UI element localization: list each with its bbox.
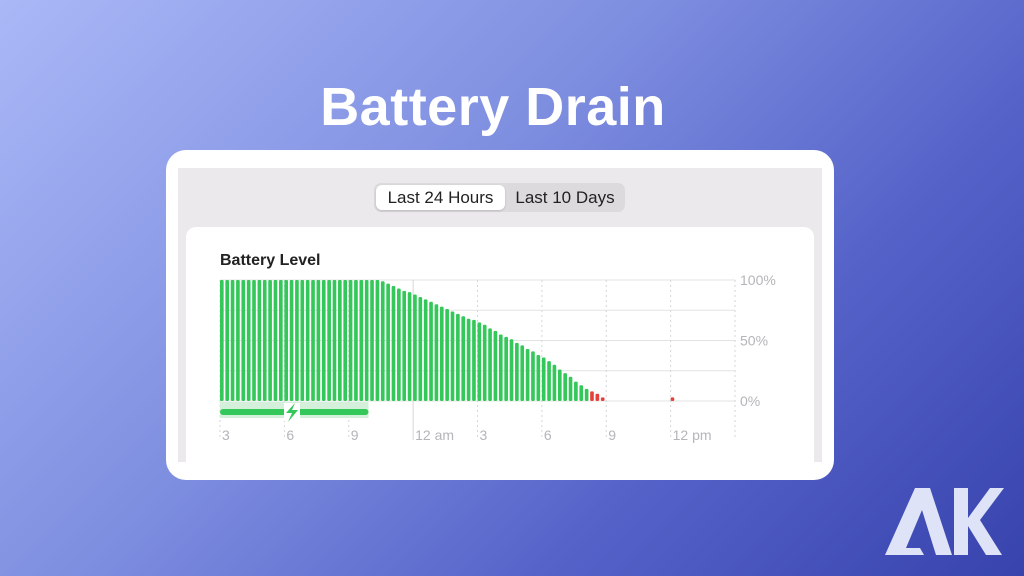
battery-bar xyxy=(600,397,605,401)
page-title: Battery Drain xyxy=(320,77,666,137)
battery-bar xyxy=(563,373,567,401)
battery-bar xyxy=(579,385,584,401)
battery-bar xyxy=(300,280,305,401)
battery-bar xyxy=(557,369,562,401)
battery-bar xyxy=(445,309,449,401)
battery-bar xyxy=(311,280,315,401)
tab-last-24-hours[interactable]: Last 24 Hours xyxy=(376,185,505,210)
battery-bar xyxy=(488,328,492,401)
battery-bar xyxy=(536,355,541,401)
battery-bar xyxy=(279,280,283,401)
battery-bar xyxy=(472,319,476,401)
y-tick-label: 50% xyxy=(740,333,768,349)
x-tick-label: 6 xyxy=(544,427,552,443)
battery-bar xyxy=(338,280,342,401)
time-range-segmented-control: Last 24 Hours Last 10 Days xyxy=(374,183,625,212)
battery-bar xyxy=(316,280,321,401)
battery-bar xyxy=(595,393,600,401)
battery-bar xyxy=(273,280,278,401)
battery-bar xyxy=(305,280,310,401)
battery-bar xyxy=(348,280,353,401)
battery-bar xyxy=(295,280,299,401)
battery-bar xyxy=(375,280,380,401)
battery-bar xyxy=(241,280,246,401)
battery-bar xyxy=(482,324,487,401)
battery-bar xyxy=(364,280,369,401)
battery-bar xyxy=(220,280,224,401)
x-tick-label: 12 am xyxy=(415,427,454,443)
battery-bar xyxy=(493,330,498,401)
y-tick-label: 0% xyxy=(740,393,760,409)
battery-bar xyxy=(230,280,235,401)
battery-bar xyxy=(670,397,675,401)
battery-bar xyxy=(402,290,407,401)
battery-bar xyxy=(225,280,230,401)
y-tick-label: 100% xyxy=(740,272,776,288)
x-tick-label: 9 xyxy=(608,427,616,443)
battery-bar xyxy=(284,280,289,401)
ak-logo xyxy=(885,488,1004,555)
battery-bar xyxy=(541,357,546,401)
battery-bar xyxy=(504,336,508,401)
battery-bar xyxy=(429,301,433,401)
battery-bar xyxy=(531,351,535,401)
battery-bar xyxy=(246,280,251,401)
battery-bar xyxy=(370,280,374,401)
battery-bar xyxy=(236,280,240,401)
x-tick-label: 12 pm xyxy=(673,427,712,443)
battery-bar xyxy=(515,342,519,401)
chart-title: Battery Level xyxy=(220,252,321,269)
battery-bar xyxy=(439,306,444,401)
battery-bar xyxy=(386,283,390,401)
battery-bar xyxy=(321,280,326,401)
battery-bar xyxy=(354,280,358,401)
battery-bar xyxy=(413,294,417,401)
battery-bar xyxy=(418,296,423,401)
battery-bar xyxy=(252,280,256,401)
battery-bar xyxy=(568,376,573,401)
x-tick-label: 6 xyxy=(286,427,294,443)
battery-bar xyxy=(477,322,482,401)
battery-bar xyxy=(456,313,460,401)
lightning-bolt-icon xyxy=(286,403,298,422)
battery-bar xyxy=(574,381,578,401)
battery-bar xyxy=(434,304,439,401)
battery-bar xyxy=(423,299,428,401)
battery-bar xyxy=(289,280,294,401)
battery-bar xyxy=(332,280,337,401)
battery-bar xyxy=(380,281,385,401)
battery-bar xyxy=(584,388,589,401)
battery-bar xyxy=(498,334,503,401)
battery-bar xyxy=(407,292,412,401)
battery-bar xyxy=(450,311,455,401)
battery-bar xyxy=(525,348,530,401)
battery-bar xyxy=(327,280,331,401)
battery-bar xyxy=(547,361,551,401)
tab-last-10-days[interactable]: Last 10 Days xyxy=(515,188,615,207)
battery-bar xyxy=(343,280,348,401)
battery-bar xyxy=(509,339,514,401)
x-tick-label: 3 xyxy=(480,427,488,443)
battery-bar xyxy=(257,280,262,401)
battery-bar xyxy=(520,345,525,401)
battery-bar xyxy=(397,288,401,401)
battery-bar xyxy=(552,364,557,401)
battery-bar xyxy=(262,280,267,401)
x-tick-label: 3 xyxy=(222,427,230,443)
battery-bar xyxy=(461,316,466,401)
x-tick-label: 9 xyxy=(351,427,359,443)
battery-bar xyxy=(590,391,594,401)
battery-bar xyxy=(268,280,272,401)
battery-bar xyxy=(466,318,471,401)
battery-bar xyxy=(391,286,396,401)
battery-bar xyxy=(359,280,364,401)
